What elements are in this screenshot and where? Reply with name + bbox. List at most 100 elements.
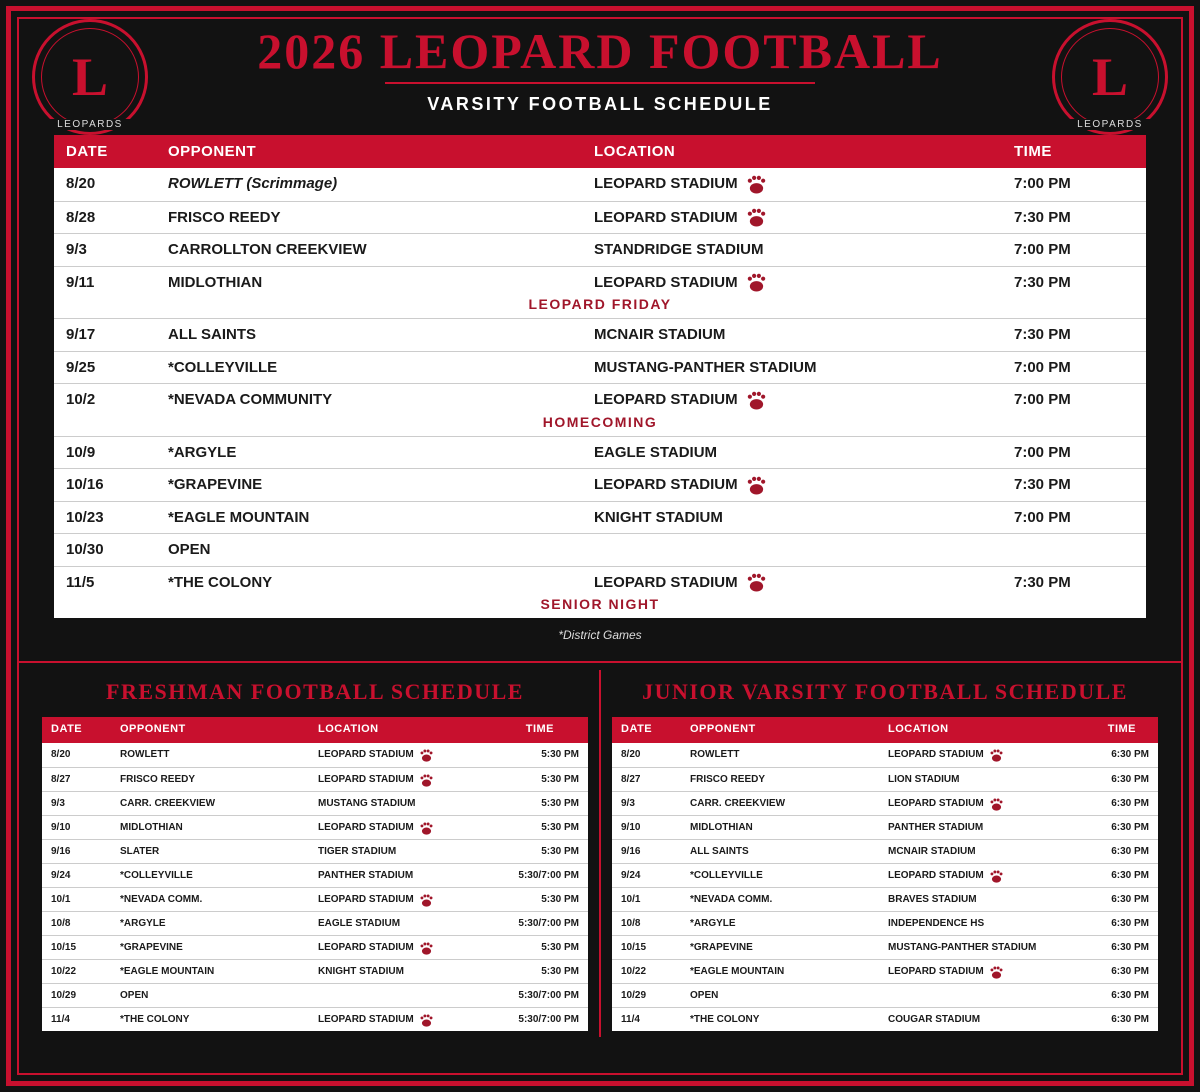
- date: 10/9: [66, 443, 96, 461]
- date: 8/27: [621, 774, 641, 785]
- opponent: CARROLLTON CREEKVIEW: [168, 241, 367, 259]
- logo-name: LEOPARDS: [35, 119, 145, 130]
- table-row: 10/30 OPEN: [54, 533, 1146, 566]
- location: LEOPARD STADIUM: [888, 966, 984, 977]
- time: 6:30 PM: [1111, 846, 1149, 857]
- location: LEOPARD STADIUM: [594, 391, 738, 409]
- opponent: *THE COLONY: [120, 1014, 190, 1025]
- location: EAGLE STADIUM: [594, 443, 718, 461]
- column-header: TIME: [1107, 723, 1136, 736]
- section-title: JUNIOR VARSITY FOOTBALL SCHEDULE: [642, 679, 1128, 704]
- location: LEOPARD STADIUM: [594, 573, 738, 591]
- time: 7:30 PM: [1014, 208, 1071, 226]
- location: BRAVES STADIUM: [888, 894, 977, 905]
- date: 10/29: [621, 990, 647, 1001]
- location: LEOPARD STADIUM: [318, 749, 414, 760]
- table-row: 10/29 OPEN 6:30 PM: [612, 983, 1158, 1007]
- date: 9/24: [51, 870, 71, 881]
- location: LEOPARD STADIUM: [594, 476, 738, 494]
- opponent: *EAGLE MOUNTAIN: [120, 966, 215, 977]
- table-row: 10/16 *GRAPEVINE LEOPARD STADIUM 7:30 PM: [54, 468, 1146, 501]
- paw-icon: [420, 1014, 433, 1027]
- outer-frame: [6, 6, 1194, 1086]
- paw-icon: [990, 749, 1003, 762]
- time: 5:30 PM: [541, 822, 579, 833]
- time: 5:30 PM: [541, 774, 579, 785]
- location: COUGAR STADIUM: [888, 1014, 981, 1025]
- freshman-table: DATE OPPONENT LOCATION TIME 8/20 ROWLETT LEOPA…: [42, 717, 588, 1031]
- opponent: *GRAPEVINE: [168, 476, 263, 494]
- date: 10/30: [66, 541, 104, 559]
- time: 6:30 PM: [1111, 749, 1149, 760]
- paw-icon: [990, 798, 1003, 811]
- opponent: *NEVADA COMM.: [120, 894, 203, 905]
- date: 9/16: [621, 846, 641, 857]
- location: EAGLE STADIUM: [318, 918, 401, 929]
- date: 8/27: [51, 774, 71, 785]
- subtitle: VARSITY FOOTBALL SCHEDULE: [427, 94, 773, 114]
- table-row: 9/17 ALL SAINTS MCNAIR STADIUM 7:30 PM: [54, 318, 1146, 351]
- table-row: 10/1 *NEVADA COMM. LEOPARD STADIUM 5:30 PM: [42, 887, 588, 911]
- logo-name: LEOPARDS: [1055, 119, 1165, 130]
- opponent: FRISCO REEDY: [120, 774, 196, 785]
- column-header: OPPONENT: [120, 723, 186, 736]
- opponent: ROWLETT (Scrimmage): [168, 175, 338, 193]
- time: 7:30 PM: [1014, 273, 1071, 291]
- opponent: CARR. CREEKVIEW: [120, 798, 216, 809]
- opponent: *COLLEYVILLE: [690, 870, 763, 881]
- time: 7:00 PM: [1014, 241, 1071, 259]
- time: 6:30 PM: [1111, 942, 1149, 953]
- location: LION STADIUM: [888, 774, 960, 785]
- opponent: OPEN: [168, 541, 211, 559]
- date: 9/25: [66, 358, 96, 376]
- table-row: 10/8 *ARGYLE INDEPENDENCE HS 6:30 PM: [612, 911, 1158, 935]
- jv-table: DATE OPPONENT LOCATION TIME 8/20 ROWLETT LEOPA…: [612, 717, 1158, 1031]
- opponent: *NEVADA COMMUNITY: [168, 391, 333, 409]
- divider: [385, 82, 815, 84]
- date: 10/8: [621, 918, 641, 929]
- date: 10/1: [621, 894, 641, 905]
- table-row: 10/29 OPEN 5:30/7:00 PM: [42, 983, 588, 1007]
- opponent: *ARGYLE: [690, 918, 736, 929]
- row-note: SENIOR NIGHT: [540, 596, 660, 612]
- location: LEOPARD STADIUM: [594, 208, 738, 226]
- time: 7:00 PM: [1014, 358, 1071, 376]
- paw-icon: [420, 942, 433, 955]
- time: 5:30/7:00 PM: [518, 990, 579, 1001]
- table-row: 8/27 FRISCO REEDY LEOPARD STADIUM 5:30 PM: [42, 767, 588, 791]
- varsity-table: DATE OPPONENT LOCATION TIME 8/20 ROWLETT (Scr…: [54, 135, 1146, 618]
- table-row: 9/16 SLATER TIGER STADIUM 5:30 PM: [42, 839, 588, 863]
- opponent: MIDLOTHIAN: [690, 822, 753, 833]
- paw-icon: [747, 574, 766, 592]
- location: LEOPARD STADIUM: [318, 1014, 414, 1025]
- opponent: FRISCO REEDY: [690, 774, 766, 785]
- time: 5:30 PM: [541, 966, 579, 977]
- location: LEOPARD STADIUM: [888, 870, 984, 881]
- time: 7:00 PM: [1014, 508, 1071, 526]
- table-row: 8/28 FRISCO REEDY LEOPARD STADIUM 7:30 PM: [54, 200, 1146, 234]
- paw-icon: [747, 175, 766, 194]
- opponent: *ARGYLE: [120, 918, 166, 929]
- row-note: HOMECOMING: [542, 413, 658, 430]
- opponent: *COLLEYVILLE: [168, 358, 278, 376]
- table-row: 10/22 *EAGLE MOUNTAIN LEOPARD STADIUM 6:30 …: [612, 959, 1158, 983]
- time: 6:30 PM: [1111, 870, 1149, 881]
- opponent: *EAGLE MOUNTAIN: [690, 966, 785, 977]
- logo-letter: L: [71, 47, 109, 107]
- time: 7:30 PM: [1014, 476, 1071, 494]
- paw-icon: [747, 209, 766, 227]
- time: 6:30 PM: [1111, 1014, 1149, 1025]
- location: LEOPARD STADIUM: [594, 273, 738, 291]
- time: 5:30/7:00 PM: [518, 1014, 579, 1025]
- date: 8/20: [621, 749, 641, 760]
- date: 9/3: [621, 798, 635, 809]
- title: 2026 LEOPARD FOOTBALL: [257, 23, 943, 79]
- table-row: 10/8 *ARGYLE EAGLE STADIUM 5:30/7:00 PM: [42, 911, 588, 935]
- table-row: 8/20 ROWLETT LEOPARD STADIUM 5:30 PM: [42, 743, 588, 767]
- column-header: TIME: [525, 723, 554, 736]
- opponent: ALL SAINTS: [168, 326, 257, 344]
- table-row: 9/10 MIDLOTHIAN LEOPARD STADIUM 5:30 PM: [42, 815, 588, 839]
- table-row: 9/3 CARR. CREEKVIEW MUSTANG STADIUM 5:30 PM: [42, 791, 588, 815]
- opponent: MIDLOTHIAN: [120, 822, 183, 833]
- opponent: CARR. CREEKVIEW: [690, 798, 786, 809]
